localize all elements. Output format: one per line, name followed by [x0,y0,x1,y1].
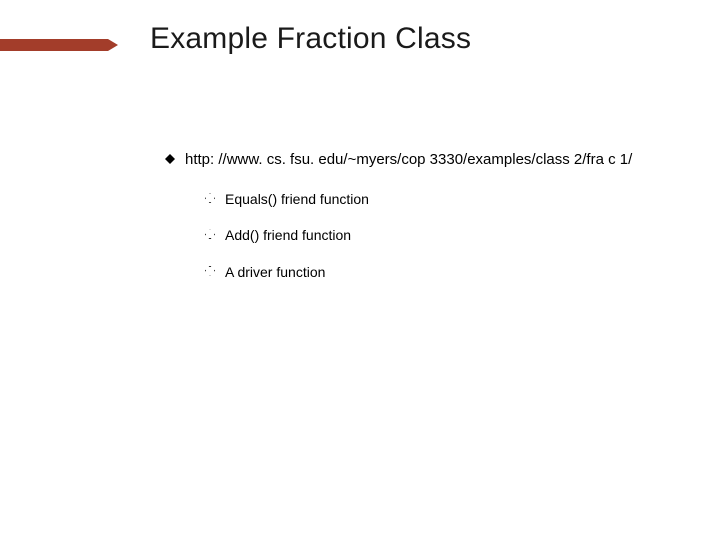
slide-content: http: //www. cs. fsu. edu/~myers/cop 333… [165,150,660,305]
bullet-level2: Add() friend function [205,226,660,244]
bullet-level2: Equals() friend function [205,190,660,208]
accent-triangle [108,39,118,51]
slide: Example Fraction Class http: //www. cs. … [0,0,720,540]
bullet-level2: A driver function [205,263,660,281]
bullet-level1: http: //www. cs. fsu. edu/~myers/cop 333… [165,150,660,281]
bullet-text: Equals() friend function [225,191,369,207]
slide-title: Example Fraction Class [150,22,471,56]
bullet-text: Add() friend function [225,227,351,243]
accent-bar [0,39,108,51]
sublist: Equals() friend function Add() friend fu… [205,190,660,281]
bullet-text: http: //www. cs. fsu. edu/~myers/cop 333… [185,151,632,168]
bullet-text: A driver function [225,264,325,280]
